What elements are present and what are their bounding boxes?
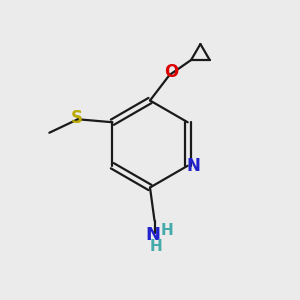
Text: H: H — [161, 223, 173, 238]
Text: N: N — [186, 157, 200, 175]
Text: O: O — [164, 63, 178, 81]
Text: S: S — [70, 109, 82, 127]
Text: H: H — [150, 239, 162, 254]
Text: N: N — [146, 226, 160, 244]
